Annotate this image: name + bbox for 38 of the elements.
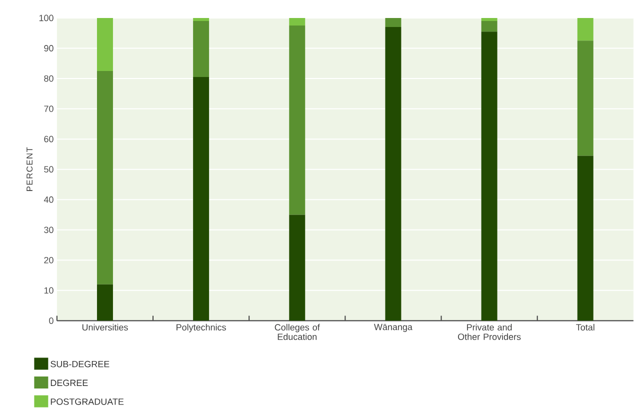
y-tick-label: 0 (49, 318, 54, 324)
bar (385, 27, 402, 321)
legend-label: SUB-DEGREE (50, 361, 110, 368)
x-tick-label: Colleges of Education (274, 324, 320, 340)
bar (577, 18, 594, 41)
bar (577, 156, 594, 321)
bar (193, 21, 210, 78)
bar (96, 18, 113, 72)
bar (385, 18, 402, 28)
legend-label: POSTGRADUATE (50, 398, 124, 406)
x-tick-label: Polytechnics (176, 324, 226, 332)
bar (193, 77, 210, 321)
bar (289, 18, 306, 26)
y-tick-label: 10 (44, 287, 54, 294)
y-tick-label: 60 (44, 136, 54, 142)
y-tick-label: 100 (39, 14, 54, 22)
bar (96, 284, 113, 321)
y-tick-label: 30 (44, 226, 54, 234)
y-tick-label: 70 (44, 106, 54, 112)
y-tick-label: 50 (44, 166, 54, 173)
bar (481, 18, 498, 22)
bar (193, 18, 210, 22)
legend-label: DEGREE (50, 380, 88, 386)
y-axis-title: PERCENT (26, 147, 33, 192)
x-tick-label: Private and Other Providers (458, 324, 521, 340)
y-tick-label: 40 (44, 196, 54, 203)
bar (289, 26, 306, 215)
y-tick-label: 90 (44, 45, 54, 52)
y-tick-label: 20 (44, 257, 54, 264)
x-tick-label: Wānanga (374, 324, 412, 332)
bar (481, 21, 498, 32)
bar (96, 71, 113, 285)
x-tick-label: Total (576, 324, 594, 331)
bar (289, 214, 306, 321)
bar (577, 40, 594, 156)
x-tick-label: Universities (82, 324, 128, 331)
bar (481, 32, 498, 321)
y-tick-label: 80 (44, 76, 54, 82)
